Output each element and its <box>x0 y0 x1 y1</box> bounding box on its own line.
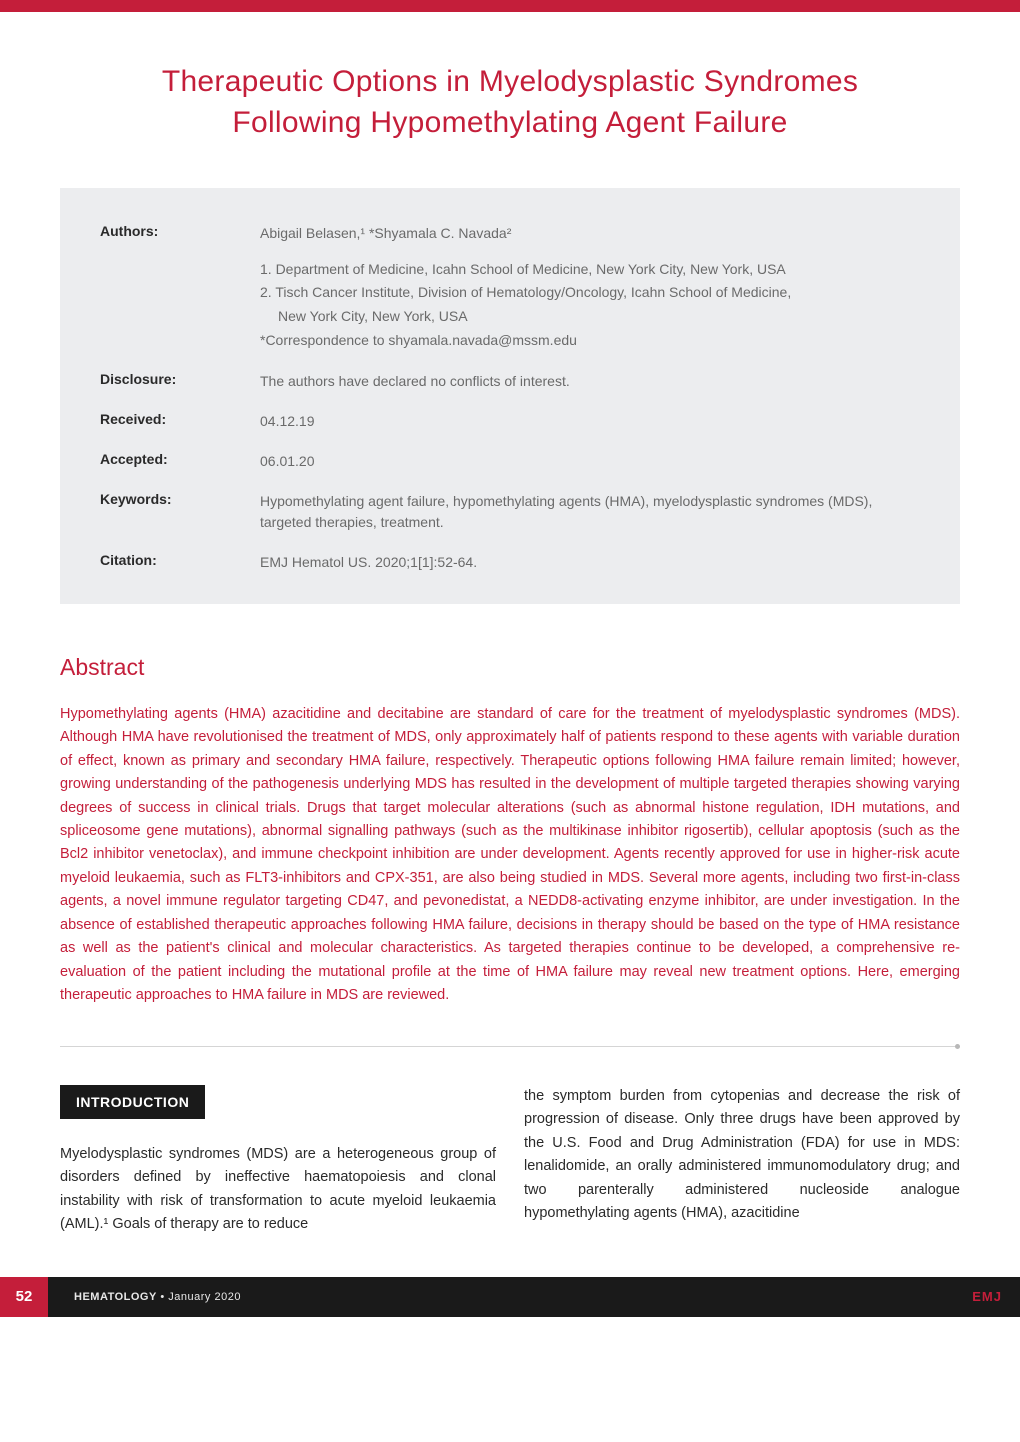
introduction-heading: INTRODUCTION <box>60 1085 205 1119</box>
section-divider <box>60 1046 960 1047</box>
article-title: Therapeutic Options in Myelodysplastic S… <box>60 62 960 143</box>
received-value: 04.12.19 <box>260 411 920 433</box>
accepted-label: Accepted: <box>100 451 260 467</box>
column-right: the symptom burden from cytopenias and d… <box>524 1085 960 1237</box>
meta-row-disclosure: Disclosure: The authors have declared no… <box>100 371 920 393</box>
disclosure-value: The authors have declared no conflicts o… <box>260 371 920 393</box>
meta-row-accepted: Accepted: 06.01.20 <box>100 451 920 473</box>
title-line-2: Following Hypomethylating Agent Failure <box>232 106 787 139</box>
meta-row-keywords: Keywords: Hypomethylating agent failure,… <box>100 491 920 534</box>
meta-row-received: Received: 04.12.19 <box>100 411 920 433</box>
page-number: 52 <box>0 1277 48 1317</box>
top-brand-bar <box>0 0 1020 12</box>
footer-brand: EMJ <box>972 1289 1002 1304</box>
article-metadata-box: Authors: Abigail Belasen,¹ *Shyamala C. … <box>60 188 960 604</box>
footer-bullet: • <box>157 1291 168 1303</box>
affiliations-list: 1. Department of Medicine, Icahn School … <box>260 259 920 352</box>
authors-label: Authors: <box>100 223 260 239</box>
footer-journal-name: HEMATOLOGY <box>74 1291 157 1303</box>
accepted-value: 06.01.20 <box>260 451 920 473</box>
footer-journal-info: HEMATOLOGY • January 2020 <box>74 1291 241 1303</box>
page-footer: 52 HEMATOLOGY • January 2020 EMJ <box>0 1277 1020 1317</box>
authors-value: Abigail Belasen,¹ *Shyamala C. Navada² 1… <box>260 223 920 353</box>
affiliation-2a: 2. Tisch Cancer Institute, Division of H… <box>260 282 920 304</box>
abstract-heading: Abstract <box>60 654 960 681</box>
meta-row-citation: Citation: EMJ Hematol US. 2020;1[1]:52-6… <box>100 552 920 574</box>
affiliation-1: 1. Department of Medicine, Icahn School … <box>260 259 920 281</box>
intro-paragraph-left: Myelodysplastic syndromes (MDS) are a he… <box>60 1143 496 1237</box>
authors-names: Abigail Belasen,¹ *Shyamala C. Navada² <box>260 223 920 245</box>
received-label: Received: <box>100 411 260 427</box>
correspondence: *Correspondence to shyamala.navada@mssm.… <box>260 330 920 352</box>
keywords-value: Hypomethylating agent failure, hypomethy… <box>260 491 920 534</box>
intro-paragraph-right: the symptom burden from cytopenias and d… <box>524 1085 960 1226</box>
footer-date: January 2020 <box>168 1291 241 1303</box>
keywords-label: Keywords: <box>100 491 260 507</box>
disclosure-label: Disclosure: <box>100 371 260 387</box>
citation-value: EMJ Hematol US. 2020;1[1]:52-64. <box>260 552 920 574</box>
page-content: Therapeutic Options in Myelodysplastic S… <box>0 12 1020 1277</box>
abstract-text: Hypomethylating agents (HMA) azacitidine… <box>60 703 960 1008</box>
column-left: INTRODUCTION Myelodysplastic syndromes (… <box>60 1085 496 1237</box>
affiliation-2b: New York City, New York, USA <box>260 306 920 328</box>
citation-label: Citation: <box>100 552 260 568</box>
two-column-layout: INTRODUCTION Myelodysplastic syndromes (… <box>60 1085 960 1237</box>
title-line-1: Therapeutic Options in Myelodysplastic S… <box>162 65 858 98</box>
meta-row-authors: Authors: Abigail Belasen,¹ *Shyamala C. … <box>100 223 920 353</box>
